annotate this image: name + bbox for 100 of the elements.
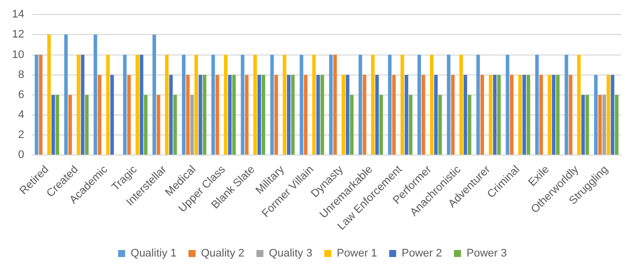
bar	[56, 94, 60, 155]
bar	[228, 74, 232, 155]
bar	[480, 74, 484, 155]
bar	[232, 74, 236, 155]
bar	[468, 94, 472, 155]
bar	[606, 74, 610, 155]
bar	[581, 94, 585, 155]
bar	[165, 54, 169, 155]
bar	[392, 74, 396, 155]
bar	[190, 94, 194, 155]
bar	[316, 74, 320, 155]
legend-label: Power 1	[336, 248, 378, 260]
y-tick-label: 0	[18, 149, 24, 162]
bar	[211, 54, 215, 155]
bar	[202, 74, 206, 155]
bar	[552, 74, 556, 155]
bar	[434, 74, 438, 155]
bar	[270, 54, 274, 155]
bar	[47, 34, 51, 155]
bar	[216, 74, 220, 155]
bar	[539, 74, 543, 155]
bar	[169, 74, 173, 155]
bar	[614, 94, 618, 155]
bar	[94, 34, 98, 155]
y-tick-label: 2	[18, 129, 24, 142]
bar	[506, 54, 510, 155]
bar	[493, 74, 497, 155]
bar	[371, 54, 375, 155]
bar	[564, 54, 568, 155]
y-tick-label: 10	[12, 48, 24, 61]
bar	[342, 74, 346, 155]
bar	[510, 74, 514, 155]
bar	[286, 74, 290, 155]
bar	[198, 74, 202, 155]
bar	[518, 74, 522, 155]
y-tick-label: 14	[12, 8, 24, 21]
bar	[262, 74, 266, 155]
bar	[417, 54, 421, 155]
legend-label: Qualitiy 1	[130, 248, 176, 260]
bar	[346, 74, 350, 155]
bar	[610, 74, 614, 155]
legend-label: Quality 3	[268, 248, 312, 260]
bar	[300, 54, 304, 155]
bar	[408, 94, 412, 155]
bar	[602, 94, 606, 155]
bar	[34, 54, 38, 155]
bar	[140, 54, 144, 155]
legend-label: Power 3	[466, 248, 507, 260]
bar	[64, 34, 68, 155]
bar	[85, 94, 89, 155]
bar	[38, 54, 42, 155]
bar	[224, 54, 228, 155]
bar	[362, 74, 366, 155]
bar	[194, 54, 198, 155]
bar	[577, 54, 581, 155]
bar	[329, 54, 333, 155]
bar	[106, 54, 110, 155]
bar	[497, 74, 501, 155]
bar	[76, 54, 80, 155]
bar	[110, 74, 114, 155]
bar	[304, 74, 308, 155]
y-tick-label: 8	[18, 68, 24, 81]
bar	[312, 54, 316, 155]
bar	[123, 54, 127, 155]
bar	[182, 54, 186, 155]
bar	[594, 74, 598, 155]
bar	[522, 74, 526, 155]
bar	[568, 74, 572, 155]
bar	[404, 74, 408, 155]
bar	[291, 74, 295, 155]
bar	[51, 94, 55, 155]
y-tick-label: 12	[12, 28, 24, 41]
bar	[253, 54, 257, 155]
bar	[438, 94, 442, 155]
bar	[258, 74, 262, 155]
bar	[333, 54, 337, 155]
legend-label: Quality 2	[200, 248, 244, 260]
bar	[244, 74, 249, 155]
bar	[358, 54, 362, 155]
bar	[476, 54, 480, 155]
bar	[375, 74, 379, 155]
bar	[488, 74, 492, 155]
bar	[446, 54, 450, 155]
bar	[282, 54, 286, 155]
bar	[274, 74, 278, 155]
bar	[556, 74, 560, 155]
bar	[400, 54, 404, 155]
y-tick-label: 6	[18, 88, 24, 101]
bar	[186, 74, 190, 155]
bar	[136, 54, 140, 155]
bar	[422, 74, 426, 155]
bar	[548, 74, 552, 155]
bar	[526, 74, 530, 155]
bar	[598, 94, 602, 155]
bar	[350, 94, 354, 155]
bar	[240, 54, 244, 155]
y-tick-label: 4	[18, 109, 24, 122]
bar	[127, 74, 131, 155]
bar	[451, 74, 455, 155]
bar	[173, 94, 177, 155]
